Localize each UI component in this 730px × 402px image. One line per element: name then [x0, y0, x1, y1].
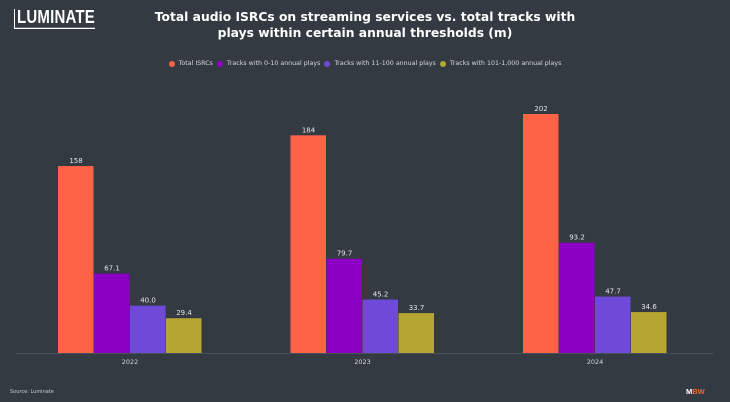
data-label-2022-series-2: 40.0: [140, 297, 156, 305]
luminate-logo: LUMINATE: [14, 8, 95, 29]
chart-legend: Total ISRCs Tracks with 0-10 annual play…: [0, 60, 730, 67]
legend-label: Tracks with 0-10 annual plays: [226, 60, 321, 67]
bar-2022-series-3[interactable]: [166, 318, 202, 353]
data-label-2022-series-1: 67.1: [104, 265, 120, 273]
data-label-2023-series-0: 184: [302, 126, 316, 134]
data-label-2023-series-2: 45.2: [373, 291, 389, 299]
data-label-2022-series-0: 158: [69, 157, 82, 165]
legend-label: Tracks with 101-1,000 annual plays: [449, 60, 562, 67]
bar-2023-series-1[interactable]: [326, 258, 363, 353]
data-label-2023-series-1: 79.7: [337, 250, 353, 258]
bar-2024-series-1[interactable]: [559, 242, 595, 353]
legend-item-101-1000-plays[interactable]: Tracks with 101-1,000 annual plays: [439, 60, 562, 67]
chart-title: Total audio ISRCs on streaming services …: [0, 10, 730, 41]
legend-swatch-icon: [168, 60, 175, 67]
chart-title-line-2: plays within certain annual thresholds (…: [217, 25, 513, 40]
x-tick-label-2023: 2023: [354, 358, 371, 366]
data-label-2024-series-1: 93.2: [569, 234, 585, 242]
bar-2023-series-0[interactable]: [290, 135, 327, 353]
bar-2023-series-3[interactable]: [398, 313, 435, 353]
bar-2024-series-2[interactable]: [595, 296, 631, 353]
bar-2022-series-2[interactable]: [130, 305, 166, 353]
x-tick-label-2024: 2024: [587, 358, 604, 366]
legend-swatch-icon: [216, 60, 223, 67]
legend-label: Tracks with 11-100 annual plays: [334, 60, 436, 67]
legend-item-11-100-plays[interactable]: Tracks with 11-100 annual plays: [324, 60, 436, 67]
x-tick-label-2022: 2022: [122, 358, 139, 366]
source-note: Source: Luminate: [10, 389, 54, 395]
data-label-2022-series-3: 29.4: [176, 309, 192, 317]
data-label-2024-series-2: 47.7: [605, 288, 621, 296]
legend-swatch-icon: [324, 60, 331, 67]
legend-swatch-icon: [439, 60, 446, 67]
data-label-2024-series-3: 34.6: [641, 303, 657, 311]
bar-2024-series-0[interactable]: [523, 114, 559, 353]
bar-2024-series-3[interactable]: [631, 312, 667, 353]
mbw-logo: MBW: [686, 387, 705, 396]
bar-2022-series-1[interactable]: [94, 273, 130, 353]
legend-label: Total ISRCs: [178, 60, 213, 67]
chart-title-line-1: Total audio ISRCs on streaming services …: [154, 10, 576, 24]
data-label-2023-series-3: 33.7: [409, 304, 425, 312]
data-label-2024-series-0: 202: [534, 105, 547, 113]
legend-item-0-10-plays[interactable]: Tracks with 0-10 annual plays: [216, 60, 321, 67]
legend-item-total-isrcs[interactable]: Total ISRCs: [168, 60, 213, 67]
bar-2022-series-0[interactable]: [58, 166, 94, 353]
bar-2023-series-2[interactable]: [362, 299, 399, 353]
